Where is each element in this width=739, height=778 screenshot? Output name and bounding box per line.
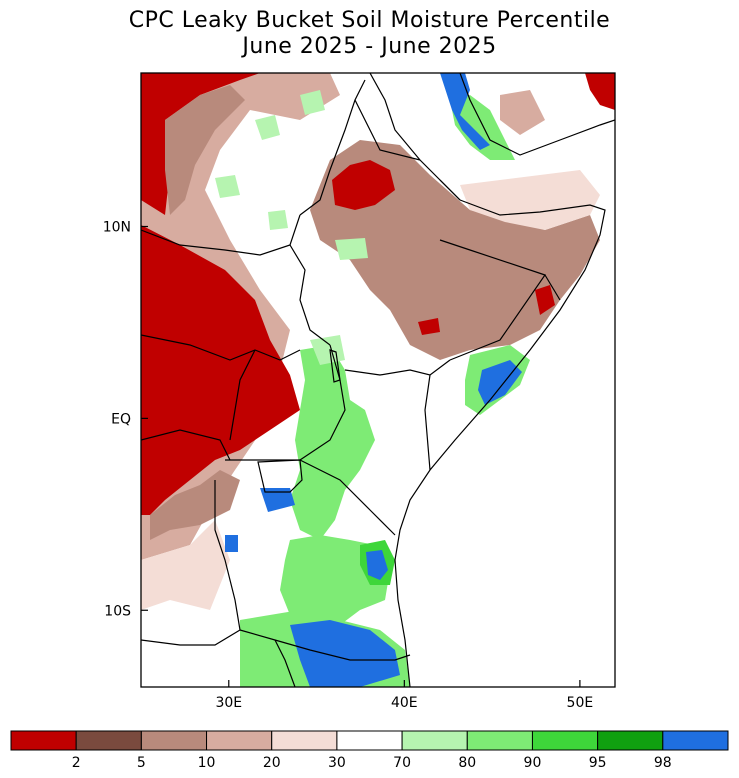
legend-swatch <box>336 730 403 751</box>
border-uganda-kenya <box>299 344 346 461</box>
lon-tick-label: 30E <box>215 695 242 711</box>
soil-moisture-field <box>141 73 615 687</box>
border-sudan-southsudan <box>141 214 301 256</box>
lat-tick-label: EQ <box>111 411 131 427</box>
border-ethiopia-kenya <box>344 359 451 376</box>
wet-area-south-coast-core <box>290 620 400 687</box>
legend-label: 90 <box>524 755 542 771</box>
dry-area-northwest-mid <box>165 85 245 215</box>
legend-swatch <box>206 730 273 751</box>
legend-label: 30 <box>328 755 346 771</box>
latitude-ticks: 10N EQ 10S <box>103 220 148 619</box>
legend-label: 5 <box>137 755 146 771</box>
border-tanzania-mozambique <box>239 629 411 661</box>
dry-area-ethiopia-pale <box>460 170 600 230</box>
lon-tick-label: 50E <box>567 695 594 711</box>
legend-label: 70 <box>393 755 411 771</box>
lake-turkana-outline <box>329 349 341 383</box>
country-borders <box>141 73 615 687</box>
dry-area-ethiopia-core <box>332 160 395 210</box>
border-southsudan-ethiopia <box>289 244 331 346</box>
dry-area-northwest-core <box>141 73 260 215</box>
border-car-drc <box>141 334 301 361</box>
legend-swatch <box>10 730 77 751</box>
legend-swatch <box>662 730 729 751</box>
chart-title: CPC Leaky Bucket Soil Moisture Percentil… <box>128 8 611 33</box>
wet-area-lake-victoria-region <box>290 345 375 540</box>
border-zambia-malawi <box>141 629 241 646</box>
border-somalia-inner <box>544 274 561 301</box>
dry-area-northwest-pale <box>141 520 230 610</box>
border-eritrea-ethiopia <box>354 99 421 161</box>
legend-label: 2 <box>72 755 81 771</box>
wet-area-burundi <box>260 488 295 512</box>
lat-tick-label: 10S <box>104 603 131 619</box>
wet-area-tanganyika <box>225 535 238 552</box>
legend-label: 98 <box>654 755 672 771</box>
map-frame <box>140 72 616 688</box>
border-uganda-lake-albert <box>229 349 256 441</box>
dry-area-somalia-core <box>535 285 555 315</box>
dry-area-yemen-pale <box>500 90 545 135</box>
chart-subtitle: June 2025 - June 2025 <box>242 34 497 59</box>
legend-swatch <box>75 730 142 751</box>
lat-tick-label: 10N <box>103 220 131 236</box>
legend-swatch <box>271 730 338 751</box>
legend-swatch <box>140 730 208 751</box>
border-djibouti <box>439 179 461 201</box>
legend-colorbar: 2 5 10 20 30 70 80 90 95 98 <box>10 730 729 771</box>
legend-label: 95 <box>589 755 607 771</box>
legend-label: 80 <box>458 755 476 771</box>
border-lake-tanganyika <box>214 480 241 631</box>
longitude-ticks: 30E 40E 50E <box>215 680 593 711</box>
border-kenya-somalia <box>424 374 431 471</box>
coastline-horn-of-africa <box>394 199 606 687</box>
wet-area-somalia-core <box>478 360 522 405</box>
dry-area-arabia-core <box>585 73 615 110</box>
legend-swatch <box>531 730 599 751</box>
lake-victoria-outline <box>257 459 303 493</box>
border-sudan-ethiopia <box>299 79 366 216</box>
wet-area-sudan-patch4 <box>335 238 368 260</box>
wet-area-kenya-coast-core <box>366 550 388 580</box>
legend-swatch <box>401 730 468 751</box>
dry-area-congo-mid <box>150 470 240 540</box>
wet-area-red-sea-core <box>440 73 490 150</box>
coastline-arabia <box>459 73 615 156</box>
wet-area-sudan-patch2 <box>300 90 325 115</box>
wet-area-sudan-patch5 <box>268 210 288 230</box>
wet-area-sudan-patch1 <box>255 115 280 140</box>
legend-label: 20 <box>263 755 281 771</box>
legend-label: 10 <box>198 755 216 771</box>
dry-area-congo-core <box>141 225 300 515</box>
lon-tick-label: 40E <box>391 695 418 711</box>
legend-swatch <box>466 730 533 751</box>
wet-area-sudan-patch3 <box>215 175 240 198</box>
legend-swatch <box>597 730 664 751</box>
border-malawi-lake <box>274 639 296 687</box>
border-congo-west <box>141 429 231 461</box>
border-kenya-tanzania <box>299 459 396 536</box>
dry-area-ethiopia-south-core <box>418 318 440 335</box>
